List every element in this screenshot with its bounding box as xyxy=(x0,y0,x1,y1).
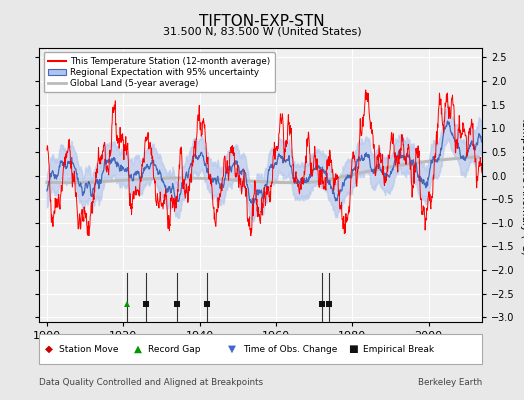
Text: ◆: ◆ xyxy=(45,344,52,354)
Text: Data Quality Controlled and Aligned at Breakpoints: Data Quality Controlled and Aligned at B… xyxy=(39,378,264,387)
Legend: This Temperature Station (12-month average), Regional Expectation with 95% uncer: This Temperature Station (12-month avera… xyxy=(43,52,275,92)
Text: 31.500 N, 83.500 W (United States): 31.500 N, 83.500 W (United States) xyxy=(162,26,362,36)
Text: ▲: ▲ xyxy=(134,344,141,354)
Text: ▼: ▼ xyxy=(228,344,236,354)
Text: Berkeley Earth: Berkeley Earth xyxy=(418,378,482,387)
Y-axis label: Temperature Anomaly (°C): Temperature Anomaly (°C) xyxy=(520,116,524,254)
Text: Station Move: Station Move xyxy=(59,344,119,354)
Text: Record Gap: Record Gap xyxy=(148,344,201,354)
Text: Time of Obs. Change: Time of Obs. Change xyxy=(243,344,337,354)
Text: TIFTON-EXP-STN: TIFTON-EXP-STN xyxy=(199,14,325,29)
Text: ■: ■ xyxy=(348,344,358,354)
Text: Empirical Break: Empirical Break xyxy=(363,344,434,354)
